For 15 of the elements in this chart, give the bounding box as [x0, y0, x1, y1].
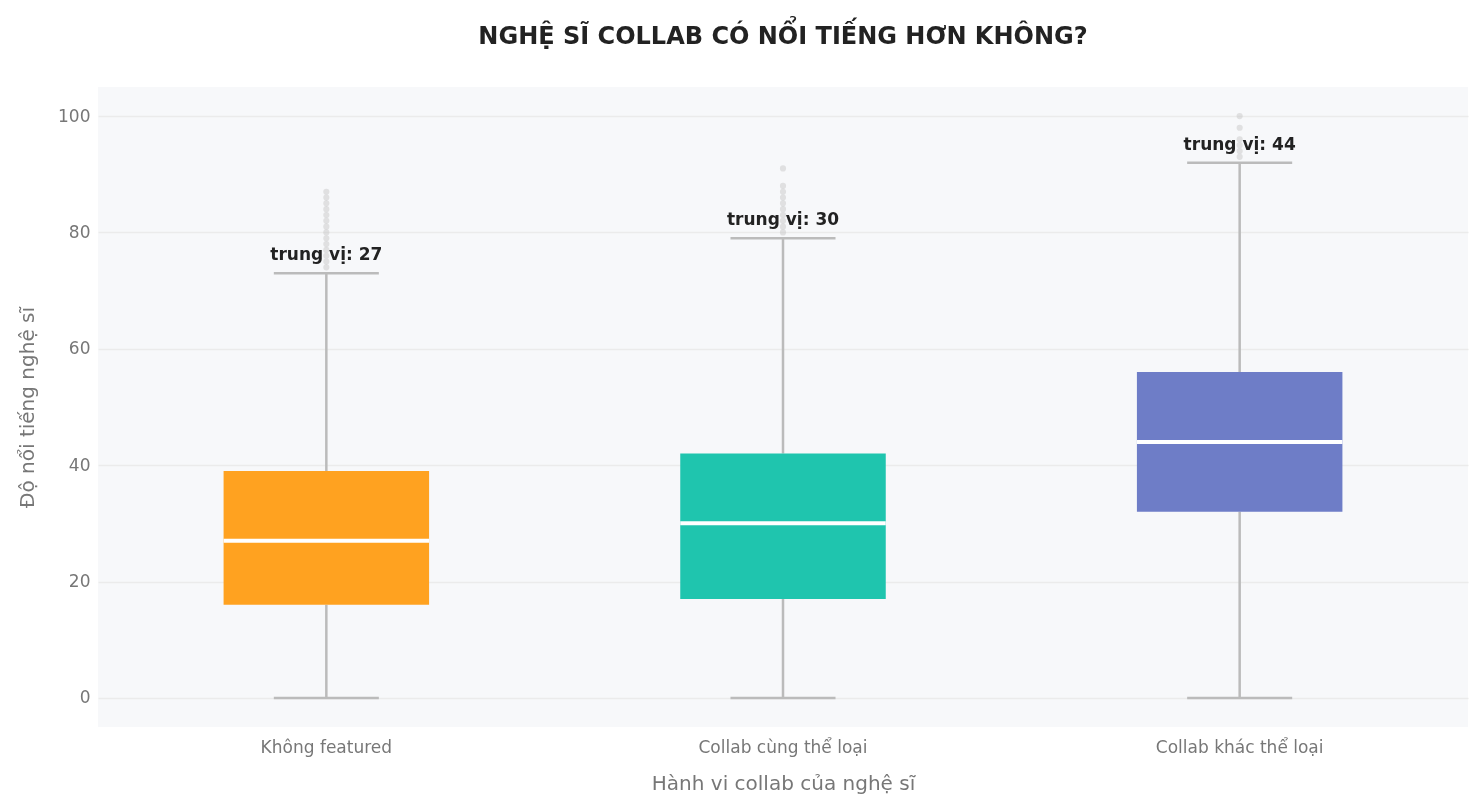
- annotation: trung vị: 27: [270, 244, 383, 265]
- annotation: trung vị: 30: [726, 209, 840, 230]
- chart-title: NGHỆ SĨ COLLAB CÓ NỔI TIẾNG HƠN KHÔNG?: [478, 15, 1088, 50]
- y-tick-label: 20: [68, 571, 91, 592]
- x-tick-label: Không featured: [260, 736, 393, 757]
- y-tick-label: 40: [68, 454, 91, 475]
- annotation: trung vị: 44: [1183, 133, 1296, 154]
- y-tick-label: 80: [68, 221, 91, 242]
- x-tick-label: Collab khác thể loại: [1155, 736, 1324, 757]
- y-tick-label: 100: [58, 105, 91, 126]
- y-tick-label: 60: [68, 338, 91, 359]
- y-axis-title: Độ nổi tiếng nghệ sĩ: [15, 306, 40, 509]
- x-tick-label: Collab cùng thể loại: [698, 736, 868, 757]
- x-axis-title: Hành vi collab của nghệ sĩ: [651, 770, 916, 795]
- y-tick-label: 0: [79, 687, 91, 708]
